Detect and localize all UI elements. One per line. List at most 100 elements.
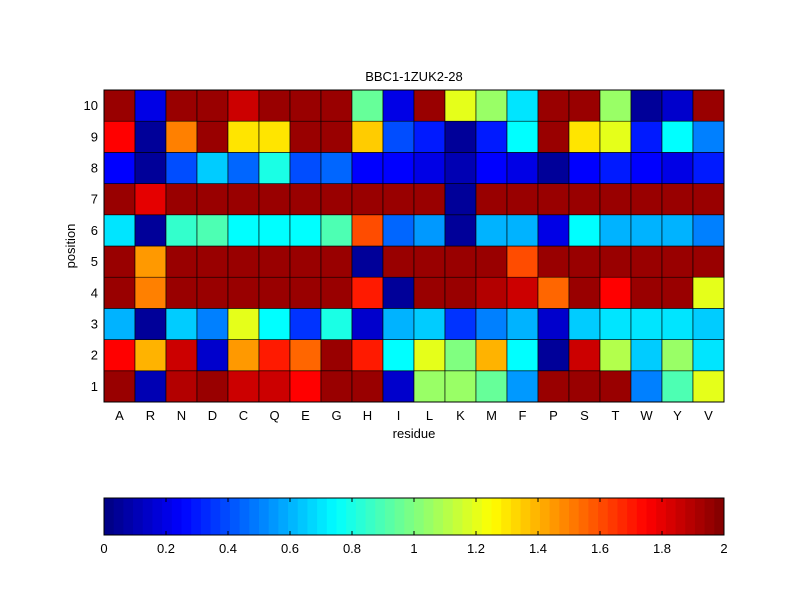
heatmap-cell-8-S xyxy=(568,152,601,184)
y-tick-label: 7 xyxy=(91,192,98,207)
heatmap-cell-9-N xyxy=(165,120,198,153)
heatmap-cell-3-D xyxy=(196,308,229,340)
x-tick-label: N xyxy=(177,408,186,423)
colorbar-segment xyxy=(229,498,241,535)
heatmap-cell-8-V xyxy=(692,152,725,184)
heatmap-cell-9-W xyxy=(630,120,663,153)
heatmap-cell-8-G xyxy=(320,152,353,184)
heatmap-cell-4-K xyxy=(444,276,477,309)
colorbar-segment xyxy=(481,498,492,535)
colorbar-segment xyxy=(152,498,163,535)
heatmap-cell-10-C xyxy=(227,89,260,122)
heatmap-cell-9-I xyxy=(382,120,415,153)
heatmap-cell-2-A xyxy=(103,339,136,372)
heatmap-cell-3-Y xyxy=(661,308,694,340)
heatmap-cell-10-T xyxy=(599,89,632,122)
colorbar-tick-label: 1.2 xyxy=(467,541,485,556)
colorbar-segment xyxy=(443,498,454,535)
heatmap-cell-3-Q xyxy=(258,308,291,340)
colorbar-segment xyxy=(636,498,647,535)
heatmap-cell-1-R xyxy=(134,370,167,403)
heatmap-cell-7-P xyxy=(537,183,570,216)
colorbar-segment xyxy=(414,498,425,535)
colorbar-segment xyxy=(113,498,124,535)
heatmap-cell-4-N xyxy=(165,276,198,309)
colorbar-segment xyxy=(685,498,696,535)
heatmap-cell-7-E xyxy=(289,183,322,216)
heatmap-cell-9-K xyxy=(444,120,477,153)
heatmap-cell-5-F xyxy=(506,245,539,278)
y-tick-label: 2 xyxy=(91,348,98,363)
heatmap-cell-3-V xyxy=(692,308,725,340)
heatmap-cell-2-M xyxy=(475,339,508,372)
heatmap-cell-6-A xyxy=(103,214,136,247)
heatmap-cell-6-H xyxy=(351,214,384,247)
heatmap-cell-1-G xyxy=(320,370,353,403)
colorbar-tick-label: 1.6 xyxy=(591,541,609,556)
heatmap-cell-8-T xyxy=(599,152,632,184)
heatmap-cell-1-L xyxy=(413,370,446,403)
heatmap-cell-2-F xyxy=(506,339,539,372)
heatmap-cell-10-D xyxy=(196,89,229,122)
heatmap-cell-5-P xyxy=(537,245,570,278)
heatmap-cell-9-R xyxy=(134,120,167,153)
heatmap-cell-2-K xyxy=(444,339,477,372)
heatmap-cell-8-C xyxy=(227,152,260,184)
heatmap-cell-9-Y xyxy=(661,120,694,153)
colorbar-segment xyxy=(598,498,609,535)
heatmap-cell-5-D xyxy=(196,245,229,278)
x-tick-label: Y xyxy=(673,408,682,423)
colorbar-segment xyxy=(714,498,725,535)
heatmap-cell-4-C xyxy=(227,276,260,309)
colorbar-segment xyxy=(452,498,463,535)
colorbar-segment xyxy=(123,498,134,535)
colorbar-segment xyxy=(675,498,686,535)
heatmap-cell-3-S xyxy=(568,308,601,340)
heatmap-cell-8-H xyxy=(351,152,384,184)
heatmap-cell-1-D xyxy=(196,370,229,403)
colorbar-segment xyxy=(142,498,153,535)
heatmap-cell-1-S xyxy=(568,370,601,403)
colorbar-segment xyxy=(365,498,376,535)
colorbar-segment xyxy=(162,498,173,535)
y-tick-labels: 1 2 3 4 5 6 7 8 9 10 xyxy=(84,98,98,394)
heatmap-cell-1-C xyxy=(227,370,260,403)
heatmap-cell-3-I xyxy=(382,308,415,340)
heatmap-cell-2-E xyxy=(289,339,322,372)
heatmap-cell-5-Q xyxy=(258,245,291,278)
heatmap-cells xyxy=(103,89,725,403)
colorbar-segment xyxy=(326,498,337,535)
heatmap-cell-1-M xyxy=(475,370,508,403)
heatmap-cell-9-T xyxy=(599,120,632,153)
heatmap-cell-4-Q xyxy=(258,276,291,309)
heatmap-cell-2-P xyxy=(537,339,570,372)
heatmap-cell-5-N xyxy=(165,245,198,278)
colorbar-segment xyxy=(646,498,657,535)
heatmap-cell-4-M xyxy=(475,276,508,309)
x-tick-label: H xyxy=(363,408,372,423)
heatmap-cell-9-P xyxy=(537,120,570,153)
heatmap-cell-6-C xyxy=(227,214,260,247)
heatmap-cell-4-P xyxy=(537,276,570,309)
x-tick-label: L xyxy=(426,408,433,423)
heatmap-cell-2-V xyxy=(692,339,725,372)
x-tick-label: F xyxy=(519,408,527,423)
heatmap-cell-7-H xyxy=(351,183,384,216)
heatmap-cell-2-T xyxy=(599,339,632,372)
heatmap-cell-4-D xyxy=(196,276,229,309)
colorbar-segment xyxy=(530,498,541,535)
heatmap-cell-7-R xyxy=(134,183,167,216)
x-tick-label: S xyxy=(580,408,589,423)
heatmap-cell-6-D xyxy=(196,214,229,247)
colorbar-segment xyxy=(549,498,560,535)
x-tick-label: Q xyxy=(269,408,279,423)
heatmap-cell-9-V xyxy=(692,120,725,153)
heatmap-cell-1-Q xyxy=(258,370,291,403)
heatmap-cell-5-K xyxy=(444,245,477,278)
colorbar-segment xyxy=(297,498,308,535)
heatmap-cell-4-R xyxy=(134,276,167,309)
colorbar-segment xyxy=(617,498,628,535)
heatmap-cell-10-A xyxy=(103,89,136,122)
heatmap-cell-4-H xyxy=(351,276,384,309)
y-axis-label: position xyxy=(63,224,78,269)
